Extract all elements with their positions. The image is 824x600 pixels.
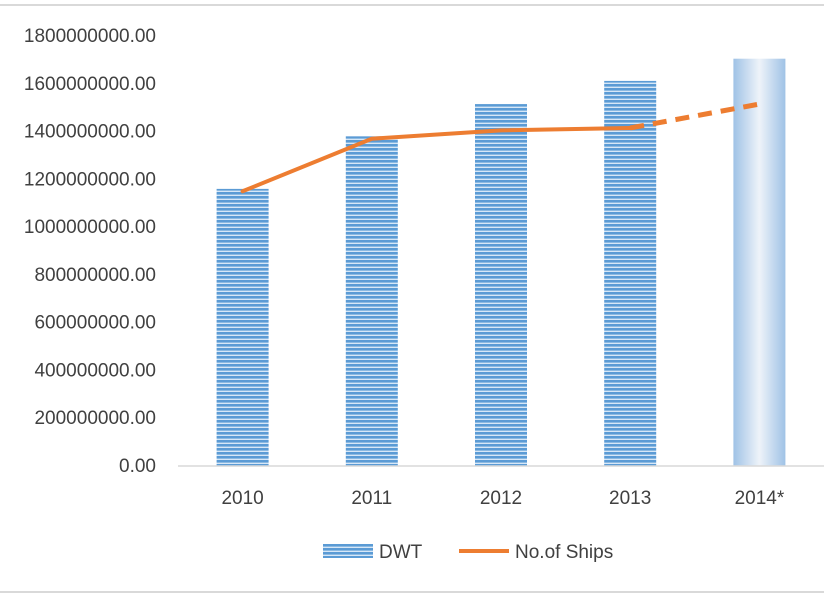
y-tick-label: 1600000000.00 [24, 74, 156, 95]
bars [216, 58, 786, 467]
y-tick-label: 1000000000.00 [24, 217, 156, 238]
bar-dwt [604, 80, 657, 467]
bar-dwt [216, 188, 269, 466]
y-axis-tick-labels: 0.00 200000000.00 400000000.00 600000000.00… [24, 26, 156, 477]
y-tick-label: 1200000000.00 [24, 169, 156, 190]
legend-label-dwt: DWT [379, 542, 423, 563]
y-tick-label: 0.00 [119, 456, 156, 477]
bar-dwt-projected [733, 58, 786, 466]
y-tick-label: 400000000.00 [34, 360, 156, 381]
legend-label-ships: No.of Ships [515, 542, 613, 563]
x-tick-label: 2011 [351, 488, 392, 509]
line-ships [240, 125, 633, 194]
x-tick-label: 2010 [221, 488, 263, 509]
y-tick-label: 200000000.00 [34, 408, 156, 429]
y-tick-label: 1800000000.00 [24, 26, 156, 47]
x-tick-label: 2014* [735, 488, 785, 509]
line-series [240, 101, 760, 194]
x-axis-tick-labels: 2010 2011 2012 2013 2014* [221, 488, 784, 509]
y-tick-label: 800000000.00 [34, 265, 156, 286]
legend-swatch-dwt [323, 544, 373, 558]
bar-dwt [475, 104, 527, 466]
x-tick-label: 2012 [480, 488, 522, 509]
x-tick-label: 2013 [609, 488, 651, 509]
legend: DWT No.of Ships [323, 542, 613, 563]
y-tick-label: 1400000000.00 [24, 122, 156, 143]
y-tick-label: 600000000.00 [34, 313, 156, 334]
bar-dwt [345, 136, 398, 467]
